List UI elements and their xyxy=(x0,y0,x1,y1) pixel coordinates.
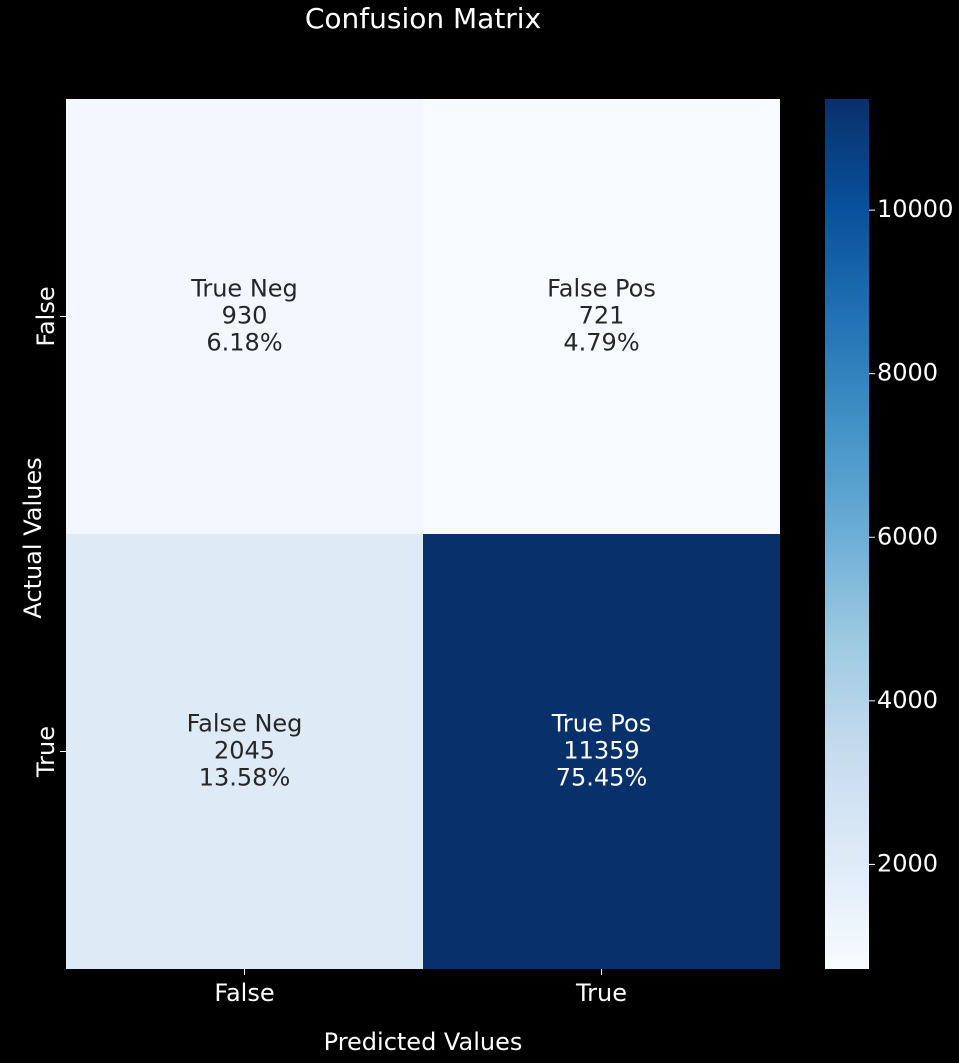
cell-count-r0-c0: 930 xyxy=(222,302,268,330)
cell-percent-r1-c0: 13.58% xyxy=(199,764,291,792)
cell-percent-r1-c1: 75.45% xyxy=(556,764,648,792)
cell-name-r1-c0: False Neg xyxy=(187,710,303,738)
cell-name-r0-c0: True Neg xyxy=(190,275,298,303)
cell-name-r0-c1: False Pos xyxy=(547,275,656,303)
y-tick-label-0: False xyxy=(32,286,60,346)
heatmap-cell-r1-c0 xyxy=(66,534,423,969)
colorbar-tick-label-0: 2000 xyxy=(877,849,938,877)
x-axis-label: Predicted Values xyxy=(323,1028,523,1056)
y-tick-label-1: True xyxy=(32,726,60,778)
cell-percent-r0-c0: 6.18% xyxy=(206,329,282,357)
cell-count-r1-c0: 2045 xyxy=(214,737,275,765)
x-tick-label-0: False xyxy=(214,979,274,1007)
cell-count-r0-c1: 721 xyxy=(579,302,625,330)
heatmap-cell-r0-c1 xyxy=(423,99,780,534)
heatmap-cell-r0-c0 xyxy=(66,99,423,534)
cell-percent-r0-c1: 4.79% xyxy=(563,329,639,357)
colorbar xyxy=(825,99,869,969)
cell-count-r1-c1: 11359 xyxy=(563,737,639,765)
heatmap-cell-r1-c1 xyxy=(423,534,780,969)
colorbar-tick-label-3: 8000 xyxy=(877,359,938,387)
chart-title: Confusion Matrix xyxy=(304,2,542,35)
colorbar-tick-label-2: 6000 xyxy=(877,522,938,550)
cell-name-r1-c1: True Pos xyxy=(551,710,651,738)
colorbar-tick-label-1: 4000 xyxy=(877,686,938,714)
x-tick-label-1: True xyxy=(575,979,627,1007)
colorbar-tick-label-4: 10000 xyxy=(877,195,953,223)
